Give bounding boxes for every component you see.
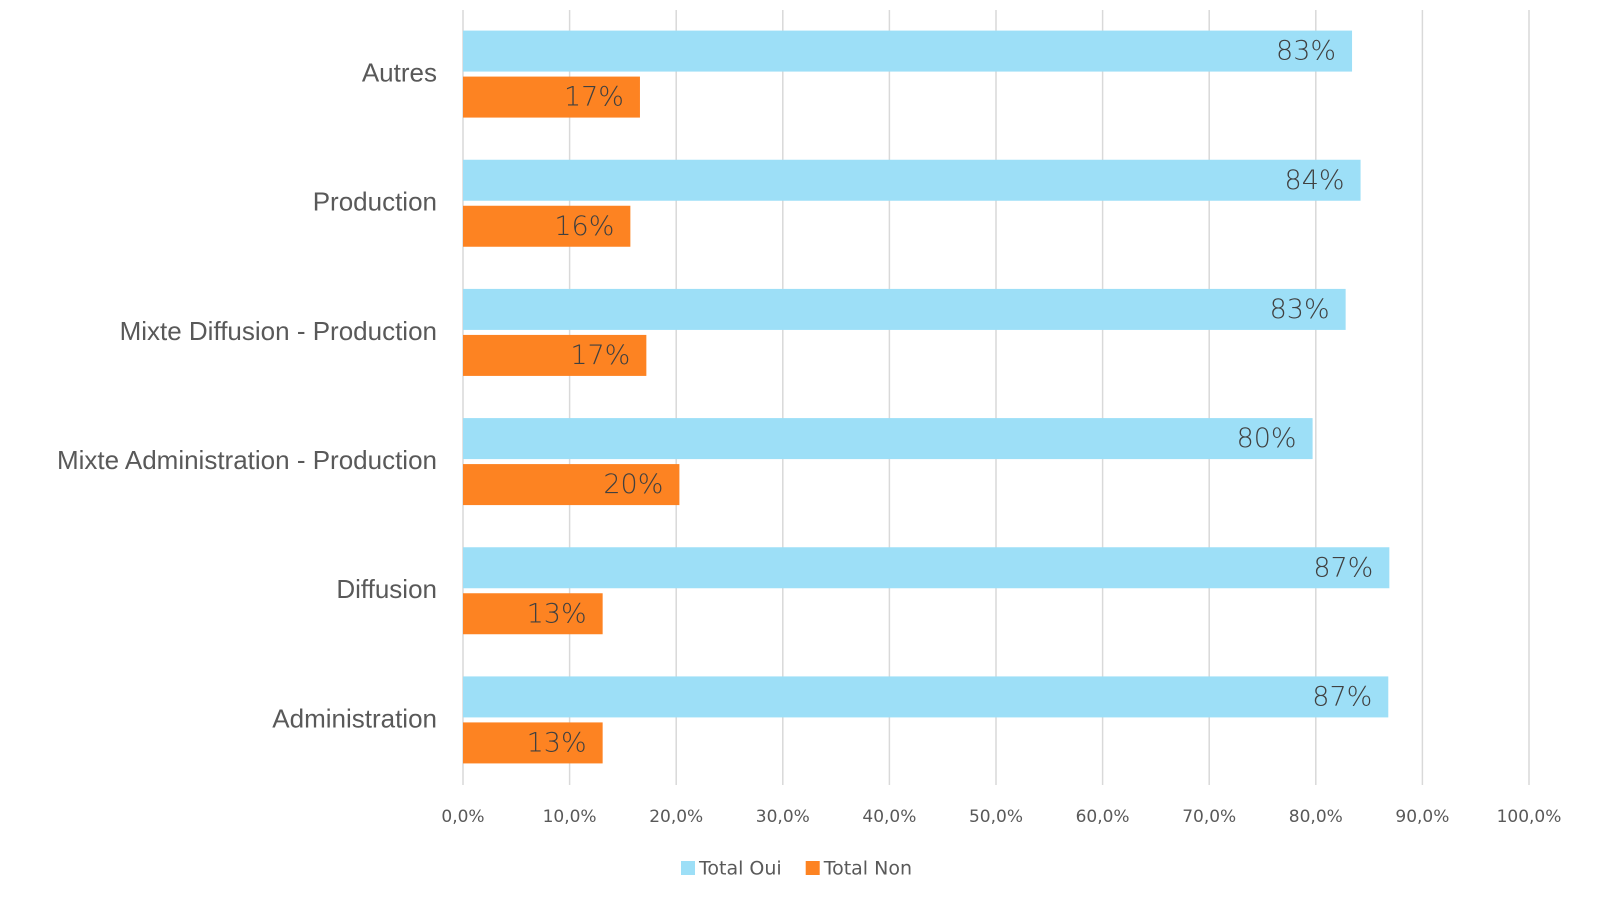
x-tick-label: 100,0% (1497, 807, 1562, 827)
bar (463, 464, 680, 506)
x-tick-label: 40,0% (862, 807, 916, 827)
bar (463, 205, 631, 247)
value-label: 20% (603, 469, 663, 500)
x-tick-label: 20,0% (649, 807, 703, 827)
value-label: 83% (1276, 36, 1336, 67)
value-label: 87% (1312, 681, 1372, 712)
x-tick-label: 50,0% (969, 807, 1023, 827)
value-label: 87% (1313, 552, 1373, 583)
legend-swatch (681, 861, 695, 875)
x-tick-label: 90,0% (1395, 807, 1449, 827)
category-label: Autres (362, 57, 437, 87)
bar (463, 334, 647, 376)
category-label: Mixte Administration - Production (57, 445, 437, 475)
category-label: Mixte Diffusion - Production (120, 316, 437, 346)
bar (463, 418, 1313, 460)
x-tick-label: 80,0% (1289, 807, 1343, 827)
value-label: 83% (1270, 294, 1330, 325)
value-label: 80% (1237, 423, 1297, 454)
bar (463, 30, 1353, 72)
bar (463, 593, 603, 635)
legend-label: Total Oui (698, 858, 782, 880)
bar (463, 159, 1361, 201)
bar (463, 288, 1346, 330)
bar (463, 676, 1389, 718)
value-label: 13% (527, 727, 587, 758)
legend-swatch (805, 861, 820, 875)
bar (463, 76, 640, 118)
category-label: Production (313, 187, 437, 217)
x-tick-label: 30,0% (756, 807, 810, 827)
value-label: 13% (527, 598, 587, 629)
value-label: 84% (1285, 165, 1345, 196)
x-tick-label: 60,0% (1076, 807, 1130, 827)
category-label: Administration (272, 703, 437, 733)
value-label: 17% (570, 340, 630, 371)
value-label: 16% (554, 211, 614, 242)
x-tick-label: 10,0% (543, 807, 597, 827)
x-tick-label: 70,0% (1182, 807, 1236, 827)
legend-label: Total Non (823, 858, 912, 880)
category-label: Diffusion (336, 574, 437, 604)
bar (463, 547, 1390, 589)
bar (463, 722, 603, 764)
value-label: 17% (564, 82, 624, 113)
x-tick-label: 0,0% (441, 807, 484, 827)
